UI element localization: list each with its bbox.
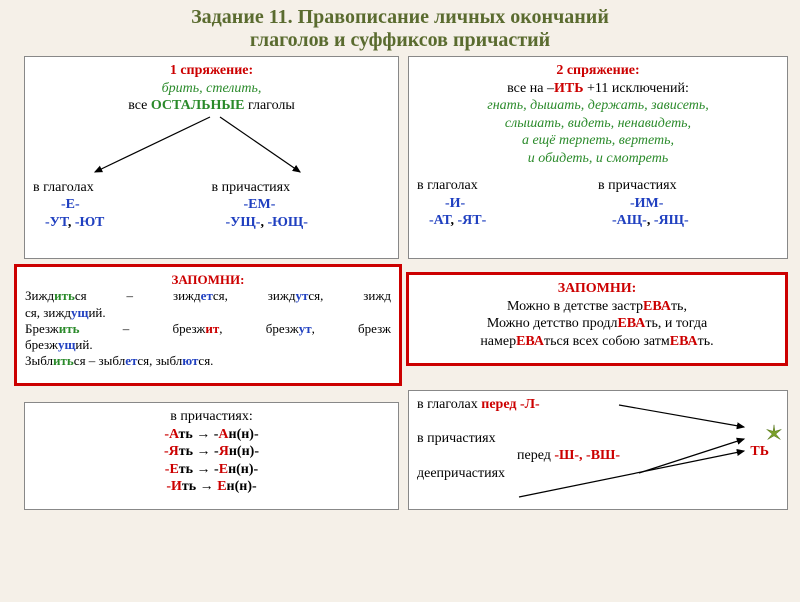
conj2-col1-r2: -АТ, -ЯТ- (417, 212, 598, 230)
conj2-cols: в глаголах -И- -АТ, -ЯТ- в причастиях -И… (417, 177, 779, 230)
title-line-2: глаголов и суффиксов причастий (250, 29, 550, 51)
remember2-box: ЗАПОМНИ: Можно в детстве застрЕВАть, Мож… (406, 272, 788, 366)
conj2-col1-h: в глаголах (417, 177, 598, 195)
conj2-col2-r2: -АЩ-, -ЯЩ- (598, 212, 779, 230)
remember1-l1b: ся, зиждущий. (25, 305, 391, 321)
conj1-col2-h: в причастиях (212, 179, 391, 197)
remember2-l2: Можно детство продлЕВАть, и тогда (417, 315, 777, 333)
remember1-l1: Зиждиться – зиждется, зиждутся, зижд (25, 288, 391, 304)
remember2-header: ЗАПОМНИ: (417, 280, 777, 298)
remember1-l3: Зыблиться – зыблется, зыблются. (25, 353, 391, 369)
conj2-ex3: а ещё терпеть, вертеть, (417, 132, 779, 150)
participles-box: в причастиях: -Ать → -Ан(н)- -Ять → -Ян(… (24, 402, 399, 510)
participles-r2: -Ять → -Ян(н)- (33, 443, 390, 461)
title-line-1: Задание 11. Правописание личных окончани… (191, 6, 609, 28)
conj2-ex4: и обидеть, и смотреть (417, 150, 779, 168)
conj2-col2-r1: -ИМ- (598, 195, 779, 213)
conj1-col2-r2: -УЩ-, -ЮЩ- (212, 214, 391, 232)
conj1-rest-2: ОСТАЛЬНЫЕ (151, 98, 245, 113)
conj1-rest-3: глаголы (244, 98, 294, 113)
bottom-l3: перед -Ш-, -ВШ- (417, 447, 779, 465)
conj1-arrows (25, 112, 400, 182)
remember2-l1: Можно в детстве застрЕВАть, (417, 298, 777, 316)
conj1-header: 1 спряжение: (33, 62, 390, 80)
conj2-col2-h: в причастиях (598, 177, 779, 195)
participles-r1: -Ать → -Ан(н)- (33, 426, 390, 444)
conj2-col1: в глаголах -И- -АТ, -ЯТ- (417, 177, 598, 230)
bottom-l4: деепричастиях (417, 465, 779, 483)
conj2-col2: в причастиях -ИМ- -АЩ-, -ЯЩ- (598, 177, 779, 230)
star-icon (763, 423, 785, 445)
conj1-col1: в глаголах -Е- -УТ, -ЮТ (33, 179, 212, 232)
remember1-header: ЗАПОМНИ: (25, 272, 391, 288)
conj1-col1-r2: -УТ, -ЮТ (33, 214, 212, 232)
conj1-box: 1 спряжение: брить, стелить, все ОСТАЛЬН… (24, 56, 399, 259)
remember1-box: ЗАПОМНИ: Зиждиться – зиждется, зиждутся,… (14, 264, 402, 386)
conj2-line1: все на –ИТЬ +11 исключений: (417, 80, 779, 98)
conj1-cols: в глаголах -Е- -УТ, -ЮТ в причастиях -ЕМ… (33, 179, 390, 232)
conj2-ex1: гнать, дышать, держать, зависеть, (417, 97, 779, 115)
bottom-l2: в причастиях (417, 430, 779, 448)
participles-header: в причастиях: (33, 408, 390, 426)
conj2-header: 2 спряжение: (417, 62, 779, 80)
remember2-l3: намерЕВАться всех собою затмЕВАть. (417, 333, 777, 351)
bottom-l1: в глаголах перед -Л- (417, 396, 779, 414)
conj2-box: 2 спряжение: все на –ИТЬ +11 исключений:… (408, 56, 788, 259)
conj1-col2-r1: -ЕМ- (212, 196, 391, 214)
bottom-right-box: в глаголах перед -Л- в причастиях перед … (408, 390, 788, 510)
remember1-l2b: брезжущий. (25, 337, 391, 353)
conj1-verbs: брить, стелить, (33, 80, 390, 98)
conj1-col2: в причастиях -ЕМ- -УЩ-, -ЮЩ- (212, 179, 391, 232)
page-title: Задание 11. Правописание личных окончани… (0, 0, 800, 54)
participles-r3: -Еть → -Ен(н)- (33, 461, 390, 479)
bottom-tb: ТЬ (750, 443, 769, 461)
conj1-rest: все ОСТАЛЬНЫЕ глаголы (33, 97, 390, 115)
conj2-ex2: слышать, видеть, ненавидеть, (417, 115, 779, 133)
conj1-rest-1: все (128, 98, 151, 113)
conj2-col1-r1: -И- (417, 195, 598, 213)
conj1-col1-r1: -Е- (33, 196, 212, 214)
conj1-col1-h: в глаголах (33, 179, 212, 197)
remember1-l2: Брезжить – брезжит, брезжут, брезж (25, 321, 391, 337)
content-wrap: 1 спряжение: брить, стелить, все ОСТАЛЬН… (6, 54, 794, 602)
participles-r4: -Ить → Ен(н)- (33, 478, 390, 496)
